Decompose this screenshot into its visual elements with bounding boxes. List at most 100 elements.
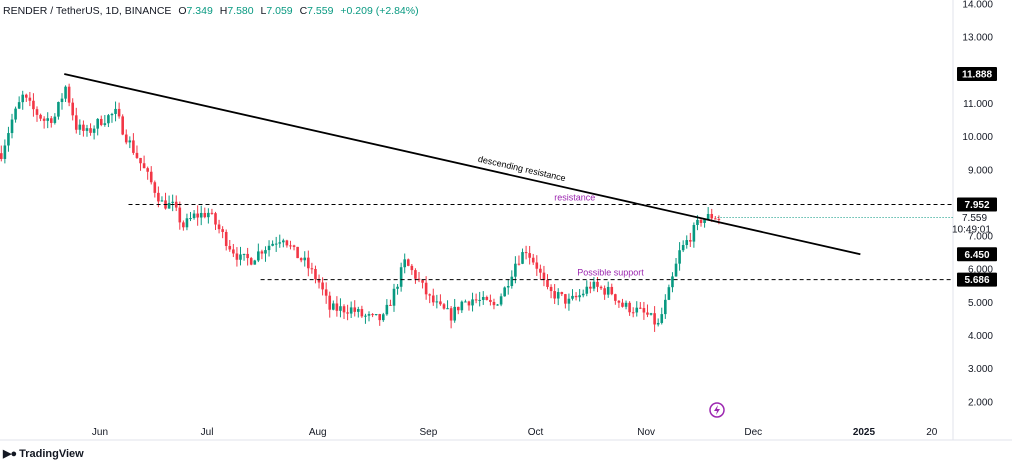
candle[interactable] bbox=[0, 153, 3, 159]
candle[interactable] bbox=[431, 295, 435, 303]
candle[interactable] bbox=[524, 252, 528, 254]
candle[interactable] bbox=[549, 286, 553, 292]
candle[interactable] bbox=[210, 212, 214, 214]
symbol-info[interactable]: RENDER / TetherUS, 1D, BINANCE bbox=[3, 5, 172, 17]
candle[interactable] bbox=[67, 86, 71, 103]
candle[interactable] bbox=[385, 304, 389, 315]
candle[interactable] bbox=[185, 218, 189, 228]
candle[interactable] bbox=[506, 286, 510, 288]
candle[interactable] bbox=[542, 272, 546, 280]
candle[interactable] bbox=[14, 108, 17, 120]
candle[interactable] bbox=[142, 163, 146, 169]
candle[interactable] bbox=[342, 306, 346, 313]
candle[interactable] bbox=[39, 114, 42, 119]
candle[interactable] bbox=[114, 108, 117, 114]
candle[interactable] bbox=[89, 128, 92, 133]
candle[interactable] bbox=[242, 253, 246, 255]
candle[interactable] bbox=[199, 212, 203, 218]
candle[interactable] bbox=[628, 302, 631, 313]
candle[interactable] bbox=[264, 250, 267, 254]
candle[interactable] bbox=[685, 240, 689, 246]
candle[interactable] bbox=[46, 118, 50, 121]
candle[interactable] bbox=[556, 292, 560, 299]
candle[interactable] bbox=[135, 152, 139, 158]
candle[interactable] bbox=[581, 293, 585, 296]
candle[interactable] bbox=[228, 245, 232, 250]
candle[interactable] bbox=[149, 171, 153, 183]
tradingview-logo[interactable]: ▶● TradingView bbox=[3, 447, 84, 461]
candle[interactable] bbox=[257, 251, 260, 261]
candle[interactable] bbox=[439, 301, 442, 305]
candle[interactable] bbox=[653, 313, 656, 325]
candle[interactable] bbox=[671, 276, 674, 288]
candle[interactable] bbox=[567, 298, 571, 304]
candle[interactable] bbox=[371, 314, 374, 316]
candle[interactable] bbox=[221, 229, 224, 232]
candle[interactable] bbox=[64, 86, 67, 99]
candle[interactable] bbox=[353, 307, 357, 312]
candle[interactable] bbox=[521, 252, 524, 264]
candle[interactable] bbox=[239, 254, 242, 260]
candle[interactable] bbox=[667, 287, 671, 300]
candle[interactable] bbox=[706, 214, 710, 220]
candle[interactable] bbox=[485, 296, 489, 300]
candle[interactable] bbox=[174, 201, 178, 208]
candle[interactable] bbox=[624, 302, 628, 307]
candle[interactable] bbox=[424, 282, 428, 295]
candle[interactable] bbox=[564, 294, 567, 304]
candle[interactable] bbox=[196, 213, 199, 218]
candle[interactable] bbox=[621, 302, 624, 307]
candle[interactable] bbox=[435, 301, 439, 303]
candle[interactable] bbox=[92, 128, 96, 133]
candle[interactable] bbox=[167, 202, 171, 209]
candle[interactable] bbox=[514, 263, 517, 277]
candle[interactable] bbox=[57, 102, 60, 117]
descending-resistance-trendline[interactable] bbox=[64, 73, 861, 256]
candle[interactable] bbox=[639, 307, 642, 309]
candle[interactable] bbox=[42, 118, 46, 121]
candle[interactable] bbox=[17, 102, 21, 109]
candle[interactable] bbox=[278, 242, 282, 244]
candle[interactable] bbox=[82, 124, 85, 131]
candle[interactable] bbox=[546, 279, 549, 287]
candle[interactable] bbox=[403, 259, 407, 268]
candle[interactable] bbox=[603, 288, 606, 295]
candle[interactable] bbox=[464, 301, 467, 303]
candle[interactable] bbox=[392, 288, 396, 306]
candle[interactable] bbox=[28, 97, 32, 101]
candle[interactable] bbox=[478, 299, 481, 301]
candle[interactable] bbox=[303, 257, 307, 261]
candle[interactable] bbox=[553, 291, 556, 299]
candle[interactable] bbox=[71, 102, 74, 116]
candle[interactable] bbox=[317, 279, 321, 283]
candle[interactable] bbox=[578, 295, 581, 298]
candle[interactable] bbox=[535, 262, 539, 269]
candle[interactable] bbox=[360, 309, 364, 317]
candle[interactable] bbox=[703, 219, 706, 223]
candle[interactable] bbox=[292, 245, 296, 247]
candle[interactable] bbox=[253, 260, 257, 265]
candle[interactable] bbox=[267, 245, 271, 251]
candle[interactable] bbox=[442, 304, 446, 309]
candle[interactable] bbox=[471, 299, 474, 306]
candle[interactable] bbox=[49, 118, 53, 123]
candle[interactable] bbox=[381, 314, 385, 321]
candle[interactable] bbox=[417, 278, 421, 281]
candle[interactable] bbox=[346, 312, 349, 314]
candle[interactable] bbox=[635, 307, 639, 313]
candle[interactable] bbox=[21, 94, 25, 103]
candle[interactable] bbox=[274, 243, 278, 245]
candle[interactable] bbox=[157, 192, 160, 202]
candle[interactable] bbox=[571, 295, 574, 299]
candle[interactable] bbox=[710, 214, 714, 219]
candle[interactable] bbox=[203, 212, 207, 218]
candle[interactable] bbox=[460, 301, 464, 311]
candle[interactable] bbox=[689, 240, 692, 242]
candle[interactable] bbox=[246, 253, 249, 259]
candle[interactable] bbox=[53, 116, 57, 123]
candle[interactable] bbox=[307, 257, 310, 269]
candle[interactable] bbox=[271, 243, 274, 246]
candle[interactable] bbox=[646, 312, 649, 315]
candle[interactable] bbox=[35, 109, 39, 115]
